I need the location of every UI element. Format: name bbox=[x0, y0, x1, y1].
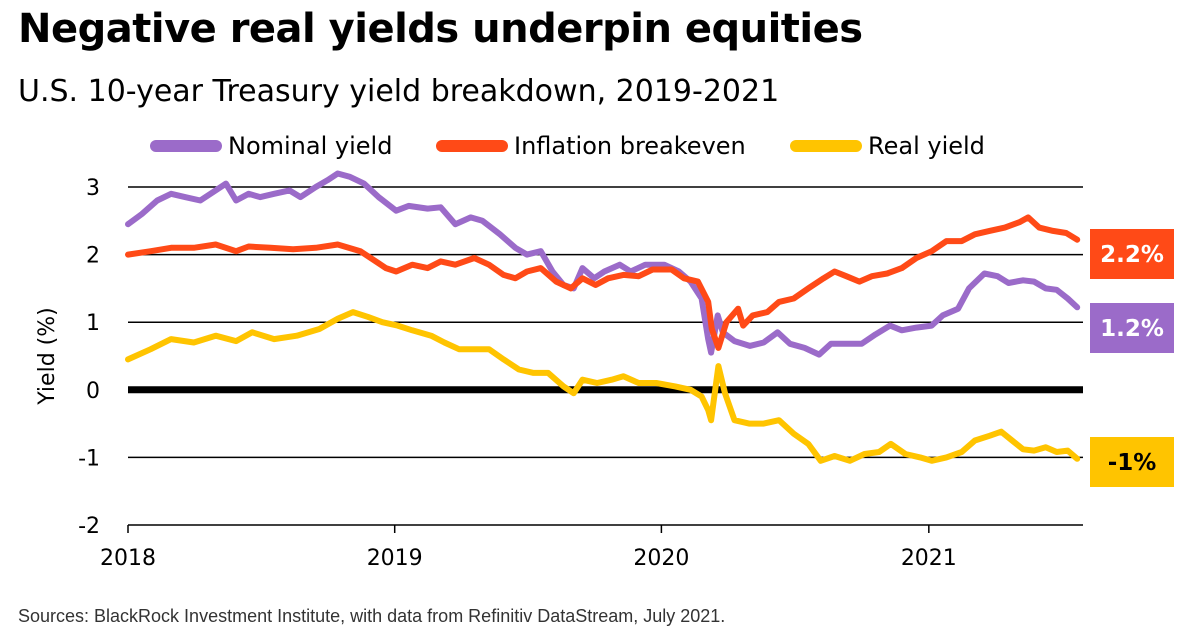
end-label-real-text: -1% bbox=[1108, 450, 1157, 476]
y-tick-label: 1 bbox=[86, 311, 100, 336]
end-label-inflation: 2.2% bbox=[1090, 229, 1174, 279]
chart: Nominal yield Inflation breakeven Real y… bbox=[35, 132, 1174, 571]
end-labels: 2.2% 1.2% -1% bbox=[1090, 229, 1174, 487]
legend: Nominal yield Inflation breakeven Real y… bbox=[150, 132, 985, 160]
y-tick-label: 3 bbox=[86, 176, 100, 201]
y-tick-label: -2 bbox=[78, 514, 100, 539]
x-tick-label: 2018 bbox=[100, 546, 156, 571]
end-label-nominal-box bbox=[1090, 303, 1174, 353]
chart-title: Negative real yields underpin equities bbox=[18, 6, 863, 52]
end-label-inflation-box bbox=[1090, 229, 1174, 279]
end-label-nominal-text: 1.2% bbox=[1100, 316, 1164, 342]
end-label-inflation-text: 2.2% bbox=[1100, 242, 1164, 268]
y-tick-label: 2 bbox=[86, 244, 100, 269]
x-ticks: 2018 2019 2020 2021 bbox=[100, 525, 957, 571]
x-tick-label: 2019 bbox=[367, 546, 423, 571]
source-note: Sources: BlackRock Investment Institute,… bbox=[18, 606, 726, 626]
end-label-real-box bbox=[1090, 437, 1174, 487]
end-label-nominal: 1.2% bbox=[1090, 303, 1174, 353]
end-label-real: -1% bbox=[1090, 437, 1174, 487]
real-yield-line bbox=[125, 309, 1081, 464]
inflation-breakeven-line bbox=[125, 214, 1081, 351]
grid bbox=[128, 186, 1083, 526]
legend-label-real: Real yield bbox=[868, 132, 985, 160]
chart-subtitle: U.S. 10-year Treasury yield breakdown, 2… bbox=[18, 74, 780, 109]
legend-label-nominal: Nominal yield bbox=[228, 132, 392, 160]
legend-label-inflation: Inflation breakeven bbox=[514, 132, 746, 160]
nominal-yield-line bbox=[125, 170, 1081, 358]
y-axis-label: Yield (%) bbox=[35, 307, 60, 405]
y-ticks: 3 2 1 0 -1 -2 bbox=[78, 176, 100, 539]
x-tick-label: 2021 bbox=[901, 546, 957, 571]
y-tick-label: -1 bbox=[78, 446, 100, 471]
series-lines bbox=[125, 170, 1081, 464]
x-tick-label: 2020 bbox=[633, 546, 689, 571]
y-tick-label: 0 bbox=[86, 379, 100, 404]
